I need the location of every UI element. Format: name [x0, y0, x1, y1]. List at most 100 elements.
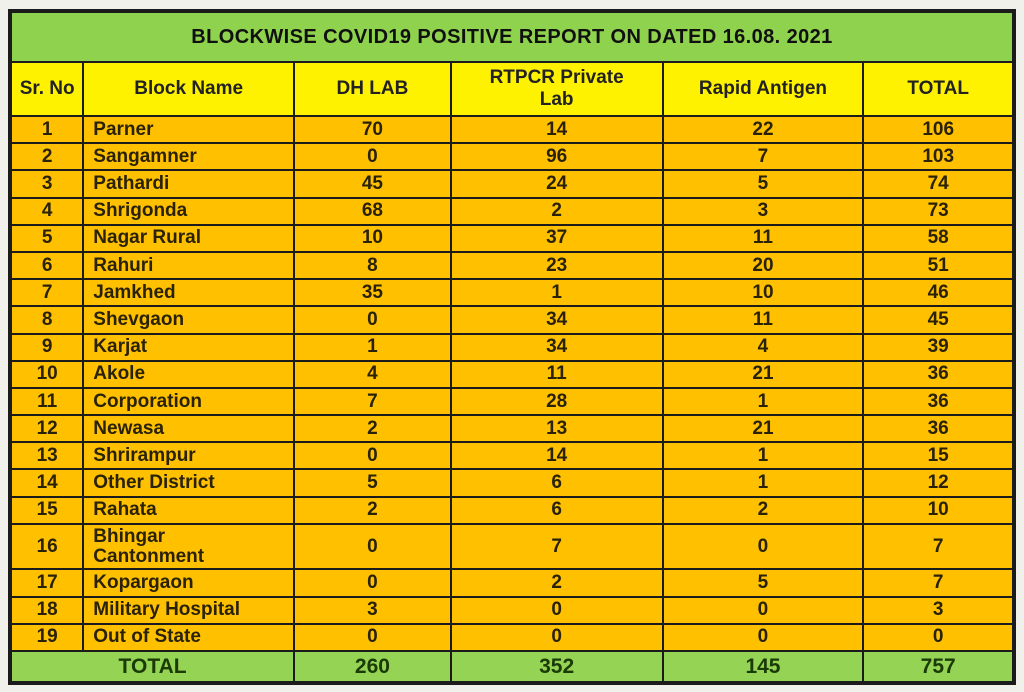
block-name-cell: Akole	[82, 359, 296, 389]
row-total-cell: 103	[862, 142, 1015, 172]
block-name-cell: Shrirampur	[82, 441, 296, 471]
row-total-cell: 36	[862, 414, 1015, 444]
column-header-rtpcr-private-lab-label: RTPCR Private Lab	[489, 67, 624, 110]
rapid-antigen-cell: 22	[661, 114, 865, 145]
rapid-antigen-cell: 20	[661, 250, 865, 281]
rtpcr-private-lab-cell: 14	[449, 441, 664, 471]
row-total-cell: 39	[862, 332, 1015, 362]
block-name-cell: Karjat	[82, 332, 296, 362]
dh-lab-cell: 3	[293, 595, 452, 625]
column-header-total: TOTAL	[862, 61, 1015, 117]
table-row: 17 Kopargaon 0 2 5 7	[8, 568, 1015, 598]
table-row: 10 Akole 4 11 21 36	[8, 359, 1015, 389]
rapid-antigen-cell: 1	[661, 441, 865, 471]
rapid-antigen-cell: 1	[661, 468, 865, 498]
sr-no-cell: 3	[8, 169, 85, 199]
sr-no-cell: 18	[8, 595, 85, 625]
rapid-antigen-cell: 4	[661, 332, 865, 362]
table-body: 1 Parner 70 14 22 106 2 Sangamner 0 96 7…	[8, 114, 1015, 653]
sr-no-cell: 1	[8, 114, 85, 145]
sr-no-cell: 17	[8, 568, 85, 598]
row-total-cell: 106	[862, 114, 1015, 145]
block-name-cell: Nagar Rural	[82, 223, 296, 253]
row-total-cell: 74	[862, 169, 1015, 199]
block-name-cell: Jamkhed	[82, 278, 296, 308]
table-row: 15 Rahata 2 6 2 10	[8, 495, 1015, 525]
dh-lab-cell: 5	[293, 468, 452, 498]
title-row: BLOCKWISE COVID19 POSITIVE REPORT ON DAT…	[9, 10, 1015, 63]
rtpcr-private-lab-cell: 0	[449, 595, 664, 625]
table-row: 2 Sangamner 0 96 7 103	[8, 142, 1015, 172]
sr-no-cell: 7	[8, 278, 85, 308]
block-name-cell: Pathardi	[82, 169, 296, 199]
rtpcr-private-lab-cell: 28	[449, 386, 664, 417]
sr-no-cell: 13	[8, 441, 85, 471]
sr-no-cell: 11	[8, 386, 85, 417]
column-header-rtpcr-private-lab: RTPCR Private Lab	[449, 61, 664, 117]
block-name-cell: Shrigonda	[82, 196, 296, 226]
dh-lab-cell: 10	[293, 223, 452, 253]
rapid-antigen-cell: 1	[661, 386, 865, 417]
table-row: 14 Other District 5 6 1 12	[8, 468, 1015, 498]
block-name-cell: Shevgaon	[82, 305, 296, 335]
report-title: BLOCKWISE COVID19 POSITIVE REPORT ON DAT…	[9, 10, 1015, 63]
row-total-cell: 7	[862, 568, 1015, 598]
table-row: 18 Military Hospital 3 0 0 3	[8, 595, 1015, 625]
total-rapid-antigen-cell: 145	[661, 650, 865, 684]
total-dh-lab-cell: 260	[293, 650, 452, 684]
sr-no-cell: 15	[8, 495, 85, 525]
row-total-cell: 51	[862, 250, 1015, 281]
block-name-cell: Bhingar Cantonment	[82, 522, 296, 571]
rapid-antigen-cell: 7	[661, 142, 865, 172]
rtpcr-private-lab-cell: 6	[449, 468, 664, 498]
rtpcr-private-lab-cell: 14	[449, 114, 664, 145]
block-name-cell: Kopargaon	[82, 568, 296, 598]
sr-no-cell: 4	[8, 196, 85, 226]
rtpcr-private-lab-cell: 6	[449, 495, 664, 525]
rtpcr-private-lab-cell: 2	[449, 196, 664, 226]
rtpcr-private-lab-cell: 7	[449, 522, 664, 571]
rapid-antigen-cell: 0	[661, 595, 865, 625]
sr-no-cell: 16	[8, 522, 85, 571]
rapid-antigen-cell: 0	[661, 622, 865, 653]
dh-lab-cell: 0	[293, 305, 452, 335]
dh-lab-cell: 4	[293, 359, 452, 389]
table-row: 8 Shevgaon 0 34 11 45	[8, 305, 1015, 335]
block-name-cell: Newasa	[82, 414, 296, 444]
total-row-label: TOTAL	[8, 650, 296, 684]
table-row: 13 Shrirampur 0 14 1 15	[8, 441, 1015, 471]
sr-no-cell: 2	[8, 142, 85, 172]
total-rtpcr-cell: 352	[449, 650, 664, 684]
rapid-antigen-cell: 3	[661, 196, 865, 226]
rtpcr-private-lab-cell: 96	[449, 142, 664, 172]
rtpcr-private-lab-cell: 11	[449, 359, 664, 389]
block-name-cell: Sangamner	[82, 142, 296, 172]
row-total-cell: 12	[862, 468, 1015, 498]
sr-no-cell: 8	[8, 305, 85, 335]
rtpcr-private-lab-cell: 13	[449, 414, 664, 444]
dh-lab-cell: 8	[293, 250, 452, 281]
block-name-cell: Rahata	[82, 495, 296, 525]
table-row: 1 Parner 70 14 22 106	[8, 114, 1015, 145]
row-total-cell: 73	[862, 196, 1015, 226]
rtpcr-private-lab-cell: 1	[449, 278, 664, 308]
block-name-cell: Out of State	[82, 622, 296, 653]
rtpcr-private-lab-cell: 24	[449, 169, 664, 199]
dh-lab-cell: 2	[293, 495, 452, 525]
rapid-antigen-cell: 0	[661, 522, 865, 571]
sr-no-cell: 5	[8, 223, 85, 253]
table-row: 12 Newasa 2 13 21 36	[8, 414, 1015, 444]
dh-lab-cell: 70	[293, 114, 452, 145]
sr-no-cell: 10	[8, 359, 85, 389]
sr-no-cell: 14	[8, 468, 85, 498]
sr-no-cell: 12	[8, 414, 85, 444]
row-total-cell: 15	[862, 441, 1015, 471]
dh-lab-cell: 0	[293, 142, 452, 172]
dh-lab-cell: 0	[293, 522, 452, 571]
dh-lab-cell: 0	[293, 441, 452, 471]
rtpcr-private-lab-cell: 34	[449, 332, 664, 362]
table-row: 16 Bhingar Cantonment 0 7 0 7	[8, 522, 1015, 571]
covid-blockwise-report-table: BLOCKWISE COVID19 POSITIVE REPORT ON DAT…	[8, 9, 1016, 685]
row-total-cell: 45	[862, 305, 1015, 335]
